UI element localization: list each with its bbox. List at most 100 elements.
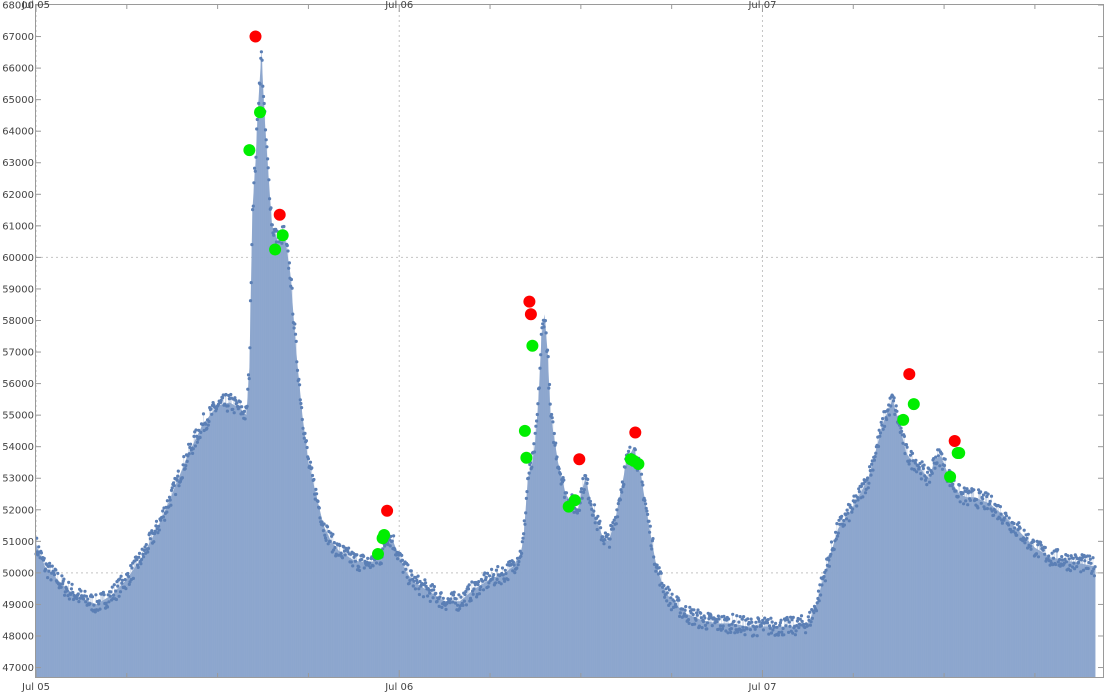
series-point bbox=[657, 566, 661, 570]
series-point bbox=[206, 423, 210, 427]
series-point bbox=[924, 476, 928, 480]
series-point bbox=[127, 582, 131, 587]
series-point bbox=[866, 476, 870, 480]
series-point bbox=[184, 464, 188, 468]
series-point bbox=[246, 387, 250, 391]
series-point bbox=[1036, 555, 1041, 559]
series-point bbox=[332, 541, 336, 545]
series-point bbox=[226, 404, 230, 408]
series-point bbox=[416, 574, 420, 578]
series-point bbox=[1058, 557, 1062, 562]
series-point bbox=[915, 470, 919, 474]
series-point bbox=[694, 618, 698, 622]
series-point bbox=[810, 616, 815, 621]
series-point bbox=[901, 441, 905, 445]
series-point bbox=[780, 630, 784, 634]
y-axis: 47000 48000 49000 50000 51000 52000 53000 54000… bbox=[2, 1, 1103, 674]
series-point bbox=[123, 578, 127, 582]
series-point bbox=[536, 402, 540, 406]
series-point bbox=[842, 523, 847, 527]
series-points-layer bbox=[34, 50, 1097, 638]
series-point bbox=[1004, 514, 1009, 518]
series-point bbox=[548, 402, 552, 406]
series-point bbox=[1017, 521, 1021, 525]
series-point bbox=[598, 519, 602, 523]
series-point bbox=[75, 596, 79, 601]
series-point bbox=[294, 339, 298, 343]
series-point bbox=[692, 608, 696, 612]
series-point bbox=[527, 471, 531, 475]
series-point bbox=[169, 488, 174, 492]
series-point bbox=[823, 579, 828, 583]
series-point bbox=[357, 568, 362, 573]
series-point bbox=[905, 445, 909, 449]
series-point bbox=[938, 464, 942, 468]
series-point bbox=[432, 588, 436, 592]
series-point bbox=[1015, 533, 1019, 537]
series-point bbox=[582, 488, 586, 492]
series-point bbox=[786, 618, 790, 622]
series-point bbox=[351, 564, 355, 568]
series-point bbox=[543, 319, 548, 323]
series-point bbox=[851, 507, 855, 511]
series-point bbox=[649, 544, 653, 548]
series-point bbox=[475, 595, 479, 599]
series-point bbox=[968, 498, 973, 502]
series-point bbox=[766, 618, 770, 622]
series-point bbox=[951, 482, 955, 486]
series-point bbox=[49, 578, 53, 582]
series-point bbox=[520, 551, 524, 556]
series-point bbox=[1056, 560, 1060, 564]
series-point bbox=[474, 580, 478, 585]
green-point-marker bbox=[907, 398, 920, 411]
series-point bbox=[440, 605, 444, 610]
series-point bbox=[154, 519, 159, 523]
series-point bbox=[255, 117, 259, 122]
series-point bbox=[899, 426, 903, 430]
series-point bbox=[936, 454, 941, 458]
series-point bbox=[965, 487, 969, 491]
series-point bbox=[919, 472, 923, 476]
series-point bbox=[251, 208, 255, 212]
series-point bbox=[199, 430, 203, 434]
series-point bbox=[593, 521, 597, 525]
series-point bbox=[1088, 557, 1092, 561]
red-peak-marker bbox=[948, 435, 961, 447]
series-point bbox=[688, 605, 692, 609]
series-point bbox=[596, 514, 600, 518]
series-point bbox=[66, 594, 70, 598]
series-point bbox=[481, 579, 485, 583]
series-point bbox=[902, 434, 907, 438]
series-point bbox=[112, 593, 116, 597]
series-point bbox=[139, 562, 143, 566]
series-point bbox=[295, 368, 300, 372]
series-point bbox=[668, 601, 672, 606]
series-point bbox=[878, 431, 883, 435]
series-point bbox=[312, 477, 316, 482]
series-point bbox=[866, 486, 870, 490]
series-point bbox=[305, 445, 309, 450]
series-point bbox=[589, 503, 593, 507]
green-point-marker bbox=[276, 229, 289, 242]
series-point bbox=[670, 592, 674, 596]
series-point bbox=[152, 532, 157, 536]
series-point bbox=[479, 585, 483, 589]
series-point bbox=[979, 490, 983, 494]
series-point bbox=[374, 561, 379, 565]
series-point bbox=[1064, 560, 1068, 564]
series-point bbox=[209, 407, 213, 411]
series-point bbox=[774, 621, 778, 626]
series-point bbox=[761, 628, 766, 632]
series-point bbox=[998, 505, 1003, 509]
series-point bbox=[324, 538, 328, 543]
series-point bbox=[246, 373, 251, 377]
series-point bbox=[940, 467, 945, 471]
series-point bbox=[157, 524, 161, 528]
series-point bbox=[579, 490, 583, 494]
series-point bbox=[710, 624, 714, 628]
series-point bbox=[705, 621, 710, 625]
series-point bbox=[1079, 558, 1083, 562]
series-point bbox=[1000, 521, 1005, 525]
series-fill-layer bbox=[35, 51, 1096, 678]
green-point-marker bbox=[953, 447, 966, 459]
